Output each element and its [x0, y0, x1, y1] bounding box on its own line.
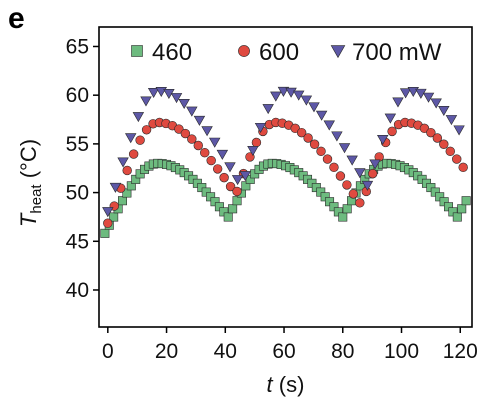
data-point: [207, 156, 216, 165]
data-point: [339, 213, 347, 221]
y-tick-label: 45: [66, 230, 89, 253]
legend-entry-700: 700 mW: [331, 39, 442, 66]
data-point: [194, 116, 204, 125]
data-point: [294, 91, 304, 100]
data-point: [263, 104, 273, 113]
series-700: [103, 87, 465, 216]
data-point: [439, 106, 449, 115]
data-point: [458, 205, 466, 213]
x-axis-variable: t: [267, 372, 274, 397]
data-point: [316, 111, 326, 120]
data-point: [123, 166, 132, 175]
ticks-layer: 0 20 40 60 80 100 120 40 45 50 55 60 65: [66, 35, 478, 363]
data-point: [453, 213, 461, 221]
x-tick-label: 80: [331, 340, 354, 363]
x-tick-label: 40: [214, 340, 237, 363]
data-point: [103, 219, 112, 228]
legend-marker: [132, 46, 143, 57]
data-point: [224, 213, 232, 221]
data-point: [202, 127, 212, 136]
x-tick-label: 60: [272, 340, 295, 363]
data-point: [233, 187, 242, 196]
data-point: [187, 135, 196, 144]
data-point: [101, 229, 109, 237]
x-axis-unit-text: (s): [279, 372, 305, 397]
data-point: [271, 92, 281, 101]
data-point: [225, 163, 235, 172]
data-point: [118, 158, 128, 167]
data-point: [454, 126, 464, 135]
data-point: [393, 98, 403, 107]
y-axis-unit: (°C): [16, 139, 41, 178]
data-point: [136, 136, 145, 145]
data-point: [336, 172, 345, 181]
data-point: [439, 140, 448, 149]
data-point: [368, 169, 377, 178]
legend-label: 460: [152, 39, 192, 66]
data-point: [252, 138, 261, 147]
data-point: [233, 197, 241, 205]
data-point: [332, 132, 342, 141]
x-axis-title: t (s): [267, 372, 305, 397]
data-point: [347, 156, 357, 165]
data-layer: [101, 87, 471, 237]
legend-label: 600: [259, 39, 299, 66]
legend-marker: [331, 46, 345, 58]
data-point: [323, 155, 332, 164]
data-point: [343, 205, 351, 213]
y-tick-label: 65: [66, 35, 89, 58]
data-point: [462, 197, 470, 205]
data-point: [228, 205, 236, 213]
data-point: [141, 97, 151, 106]
data-point: [324, 121, 334, 130]
legend: 460 600 700 mW: [132, 39, 442, 66]
legend-label: 700 mW: [352, 39, 442, 66]
x-tick-label: 120: [443, 340, 478, 363]
data-point: [133, 112, 143, 121]
data-point: [339, 144, 349, 153]
data-point: [446, 147, 455, 156]
data-point: [446, 115, 456, 124]
y-tick-label: 40: [66, 279, 89, 302]
data-point: [349, 189, 358, 198]
data-point: [385, 114, 395, 123]
data-point: [129, 150, 138, 159]
y-tick-label: 60: [66, 84, 89, 107]
data-point: [232, 175, 242, 184]
legend-entry-460: 460: [132, 39, 193, 66]
x-tick-label: 20: [155, 340, 178, 363]
data-point: [187, 107, 197, 116]
data-point: [210, 138, 220, 147]
data-point: [310, 140, 319, 149]
data-point: [400, 89, 410, 98]
data-point: [342, 181, 351, 190]
data-point: [126, 134, 136, 143]
x-tick-label: 0: [102, 340, 114, 363]
legend-marker: [238, 45, 249, 56]
data-point: [217, 150, 227, 159]
data-point: [317, 147, 326, 156]
data-point: [309, 103, 319, 112]
data-point: [355, 198, 364, 207]
data-point: [330, 163, 339, 172]
data-point: [459, 163, 468, 172]
series-460: [101, 159, 471, 237]
data-point: [200, 148, 209, 157]
data-point: [452, 155, 461, 164]
y-tick-label: 55: [66, 133, 89, 156]
data-point: [220, 173, 229, 182]
legend-entry-600: 600: [238, 39, 299, 66]
x-tick-label: 100: [384, 340, 419, 363]
y-axis-title: Theat (°C): [16, 139, 45, 227]
y-axis-subscript: heat: [28, 184, 45, 214]
data-point: [118, 197, 126, 205]
y-tick-label: 50: [66, 182, 89, 205]
data-point: [213, 165, 222, 174]
data-point: [194, 141, 203, 150]
data-point: [388, 127, 397, 136]
